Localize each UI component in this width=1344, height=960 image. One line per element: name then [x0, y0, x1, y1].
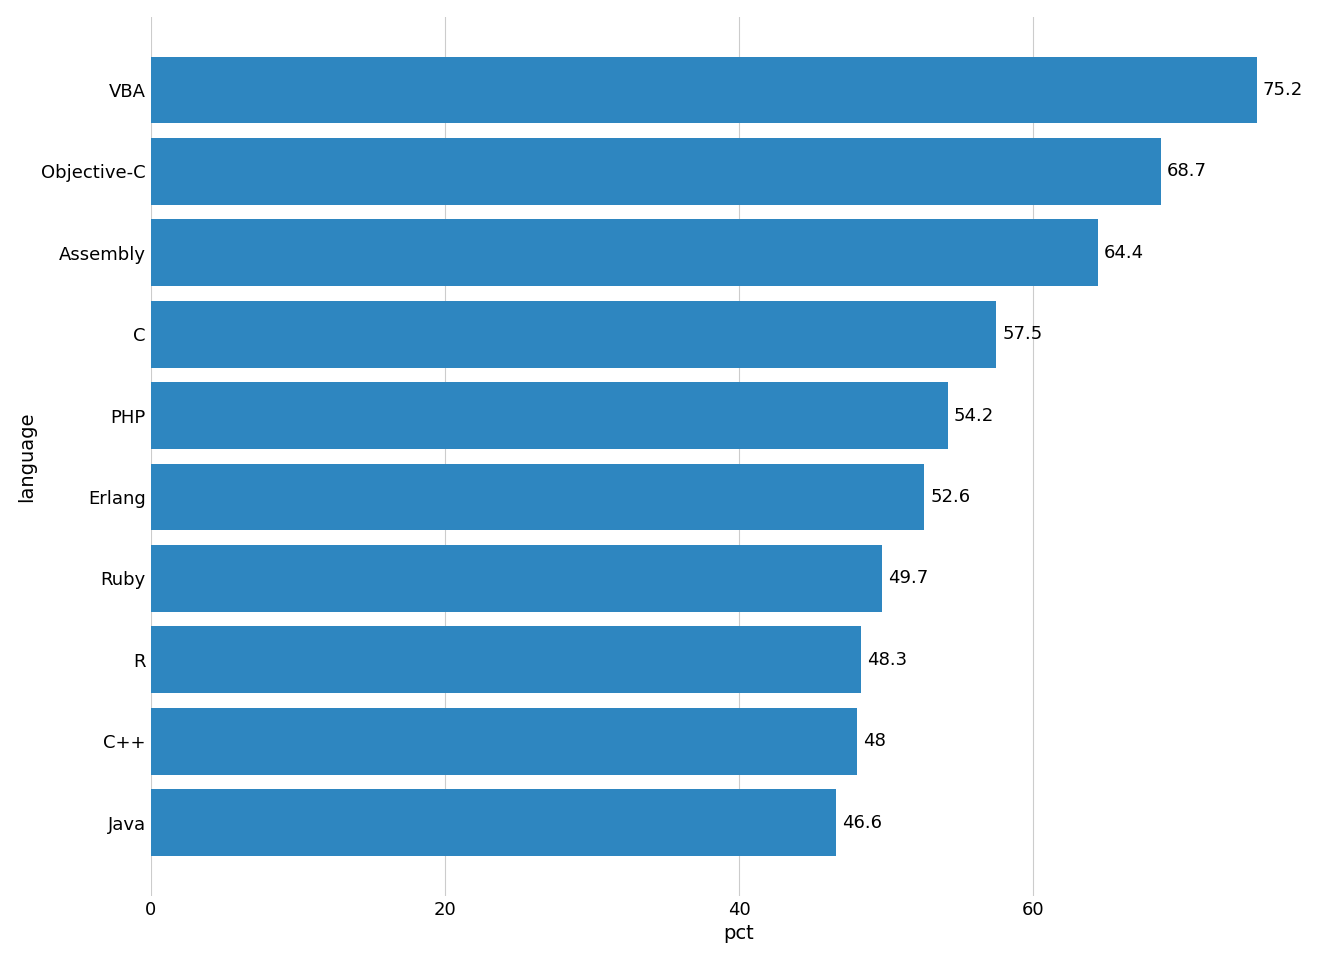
- Text: 48.3: 48.3: [867, 651, 907, 669]
- Bar: [151, 138, 1161, 204]
- Bar: [151, 627, 862, 693]
- Bar: [151, 382, 948, 449]
- Text: 48: 48: [863, 732, 886, 750]
- Text: 64.4: 64.4: [1103, 244, 1144, 262]
- Text: 52.6: 52.6: [930, 488, 970, 506]
- Bar: [151, 464, 925, 530]
- Bar: [151, 545, 882, 612]
- Bar: [151, 708, 856, 775]
- X-axis label: pct: pct: [723, 924, 754, 944]
- Text: 49.7: 49.7: [887, 569, 927, 588]
- Text: 46.6: 46.6: [841, 813, 882, 831]
- Text: 75.2: 75.2: [1262, 81, 1302, 99]
- Bar: [151, 57, 1257, 124]
- Y-axis label: language: language: [16, 411, 36, 501]
- Bar: [151, 300, 996, 368]
- Text: 68.7: 68.7: [1167, 162, 1207, 180]
- Text: 57.5: 57.5: [1003, 325, 1043, 343]
- Text: 54.2: 54.2: [954, 407, 995, 424]
- Bar: [151, 789, 836, 856]
- Bar: [151, 220, 1098, 286]
